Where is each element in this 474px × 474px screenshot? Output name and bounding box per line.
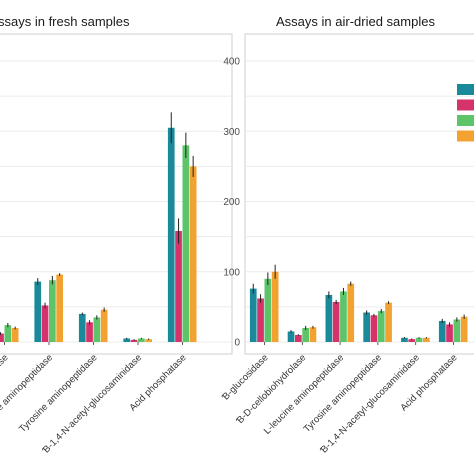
bar — [295, 334, 302, 342]
left-panel-title: ssays in fresh samples — [0, 14, 130, 29]
y-tick-label: 300 — [223, 127, 240, 138]
bar — [93, 317, 101, 342]
right-panel-frame — [244, 33, 474, 355]
bar — [189, 166, 197, 342]
bar — [401, 337, 408, 342]
bar — [415, 337, 423, 342]
bar — [370, 315, 378, 342]
legend — [457, 84, 474, 142]
bar — [123, 338, 131, 342]
bar — [41, 305, 49, 342]
bar — [145, 339, 152, 342]
legend-swatch — [457, 99, 474, 111]
bar — [332, 301, 340, 342]
bar — [86, 322, 93, 342]
bar — [264, 278, 272, 342]
bar — [56, 274, 63, 342]
bar — [249, 288, 257, 342]
bar — [325, 294, 333, 342]
bar — [138, 338, 145, 342]
bar — [446, 324, 453, 342]
legend-swatch — [457, 130, 474, 142]
bar — [287, 331, 295, 342]
bar — [34, 281, 42, 342]
bar — [175, 231, 182, 342]
bar — [309, 327, 317, 342]
bar — [49, 280, 56, 342]
left-panel-frame — [0, 33, 233, 355]
bar — [182, 145, 190, 342]
right-panel-plot: 0100200300400Ɓ-glucosidaseƁ-D-cellobiohy… — [220, 57, 474, 456]
bar — [347, 283, 355, 342]
x-tick-label: Ɓ-D-cellobiohydrolase — [234, 352, 308, 426]
bar — [408, 339, 416, 342]
bar — [0, 333, 4, 342]
legend-swatch — [457, 115, 474, 126]
bar — [271, 271, 279, 342]
bar — [257, 298, 264, 342]
bar — [11, 327, 19, 342]
x-tick-label: Tyrosine aminopeptidase — [17, 352, 99, 434]
bar — [438, 320, 446, 342]
bar — [423, 337, 430, 342]
right-panel: Assays in air-dried samples 0 100 200 300 40… — [220, 14, 474, 456]
y-tick-label: 400 — [223, 57, 240, 68]
y-tick-label: 200 — [223, 197, 240, 208]
bar — [363, 312, 370, 342]
y-tick-label: 100 — [223, 267, 240, 278]
legend-swatch — [457, 84, 474, 95]
bar — [100, 309, 108, 342]
bar — [340, 291, 347, 342]
bar — [453, 319, 461, 342]
bar — [385, 302, 392, 342]
y-tick-label: 0 — [234, 338, 240, 349]
bar — [130, 339, 138, 342]
bar — [78, 313, 86, 342]
bar — [377, 311, 385, 342]
bar — [460, 316, 468, 342]
bar — [4, 325, 12, 342]
bar — [302, 327, 309, 342]
right-panel-title: Assays in air-dried samples — [276, 14, 435, 29]
bar — [167, 127, 175, 343]
left-panel: ssays in fresh samples asidaseƁ-D-cellob… — [0, 14, 233, 456]
